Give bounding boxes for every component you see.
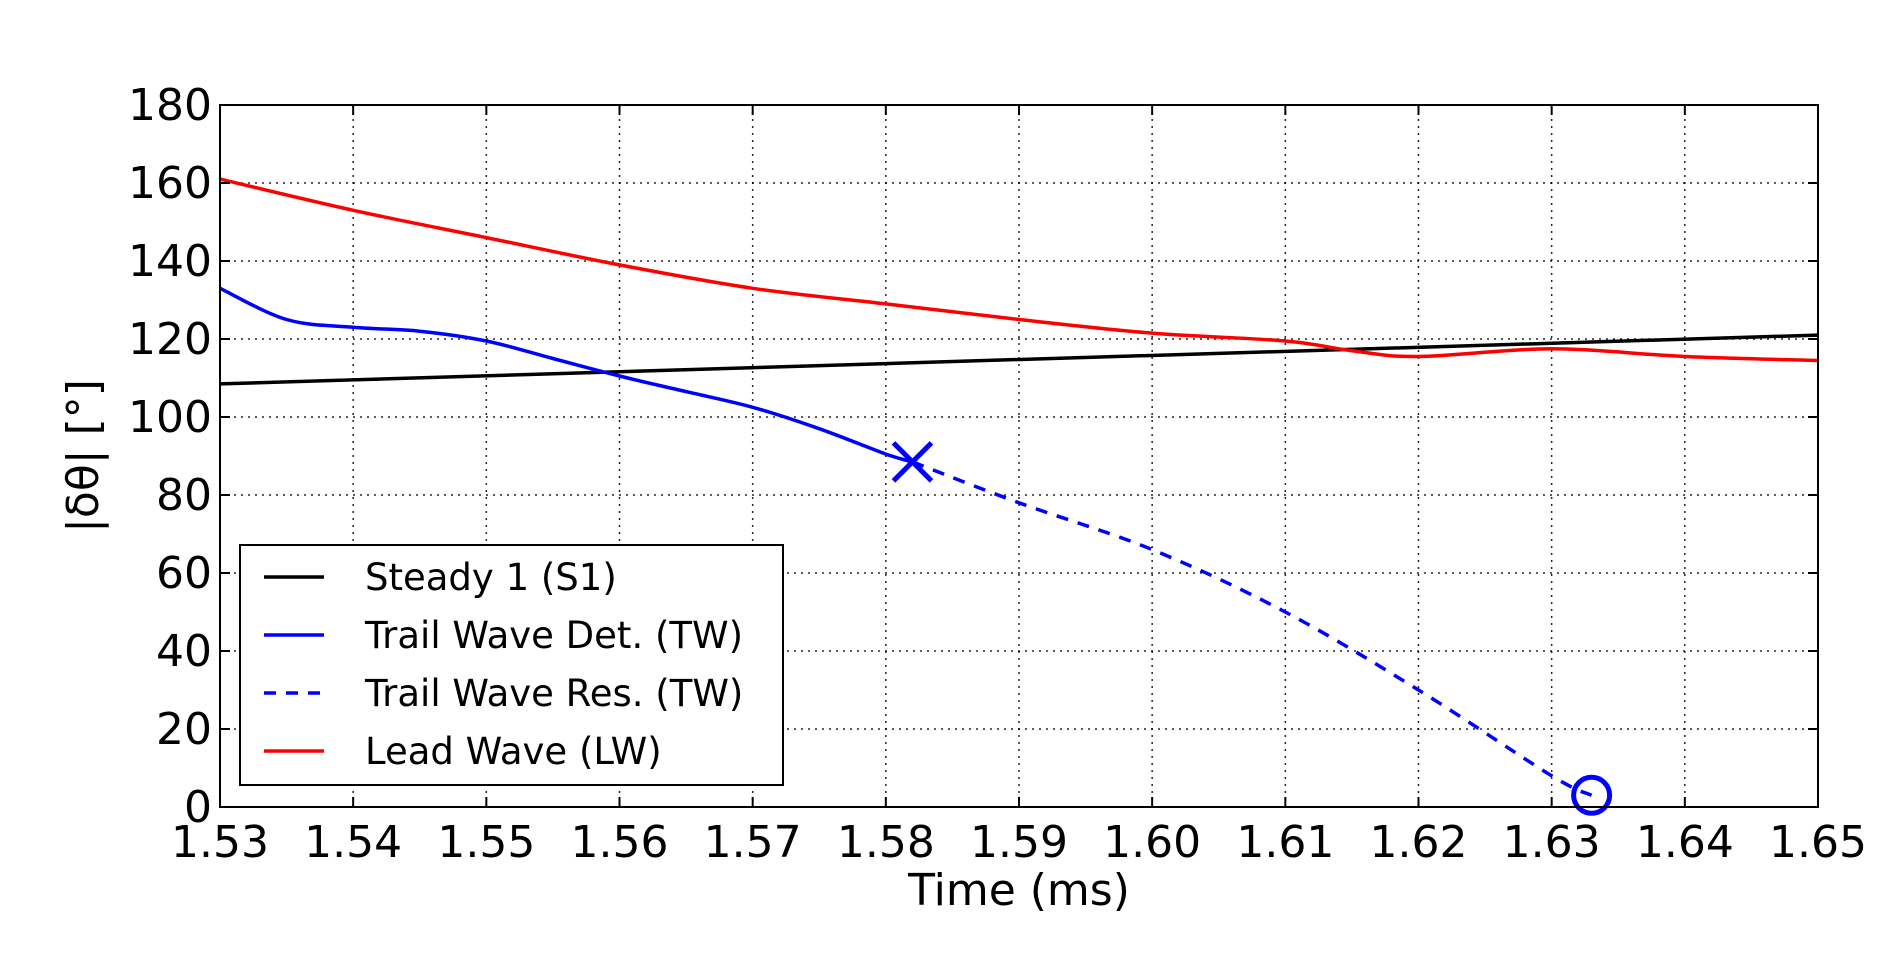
x-tick-label: 1.59 [970, 817, 1068, 868]
y-tick-label: 60 [156, 548, 212, 599]
x-tick-label: 1.55 [437, 817, 535, 868]
legend-entry: Lead Wave (LW) [264, 730, 662, 773]
y-tick-label: 20 [156, 704, 212, 755]
grid [220, 105, 1818, 807]
y-tick-label: 40 [156, 626, 212, 677]
y-tick-label: 100 [128, 392, 212, 443]
x-tick-label: 1.53 [171, 817, 269, 868]
series-line-trail-wave-det-tw [219, 286, 913, 464]
y-tick-label: 180 [128, 80, 212, 131]
series-line-trail-wave-res-tw [911, 460, 1593, 797]
legend-label: Trail Wave Res. (TW) [364, 672, 743, 715]
x-tick-label: 1.63 [1503, 817, 1601, 868]
legend-entry: Steady 1 (S1) [264, 556, 617, 599]
y-tick-label: 120 [128, 314, 212, 365]
x-tick-label: 1.58 [837, 817, 935, 868]
y-axis-ticks: 0 20 40 60 80 100 120 140 160 180 [128, 80, 1818, 833]
x-tick-label: 1.60 [1103, 817, 1201, 868]
y-tick-label: 140 [128, 236, 212, 287]
legend-entry: Trail Wave Det. (TW) [264, 614, 743, 657]
series-markers [891, 441, 1613, 816]
y-tick-label: 160 [128, 158, 212, 209]
series-lines [219, 177, 1819, 797]
x-tick-label: 1.54 [304, 817, 402, 868]
legend-label: Trail Wave Det. (TW) [364, 614, 743, 657]
x-tick-label: 1.64 [1636, 817, 1734, 868]
x-tick-label: 1.57 [704, 817, 802, 868]
circle-marker [1571, 774, 1613, 816]
series-line-lead-wave-lw [219, 177, 1819, 363]
legend-label: Lead Wave (LW) [365, 730, 662, 773]
x-tick-label: 1.61 [1236, 817, 1334, 868]
legend: Steady 1 (S1) Trail Wave Det. (TW) Trail W… [239, 544, 784, 786]
legend-label: Steady 1 (S1) [365, 556, 617, 599]
legend-entry: Trail Wave Res. (TW) [264, 672, 743, 715]
y-axis-label: |δθ| [°] [58, 379, 109, 533]
x-tick-label: 1.56 [571, 817, 669, 868]
x-tick-label: 1.62 [1370, 817, 1468, 868]
y-tick-label: 0 [184, 782, 212, 833]
x-axis-ticks: 1.53 1.54 1.55 1.56 1.57 1.58 1.59 1.60 1.61 1.62… [171, 105, 1867, 868]
x-tick-label: 1.65 [1769, 817, 1867, 868]
y-tick-label: 80 [156, 470, 212, 521]
legend-box [239, 544, 784, 786]
series-line-steady-1-s1 [219, 333, 1819, 386]
x-marker [891, 441, 934, 483]
x-axis-label: Time (ms) [907, 865, 1130, 916]
